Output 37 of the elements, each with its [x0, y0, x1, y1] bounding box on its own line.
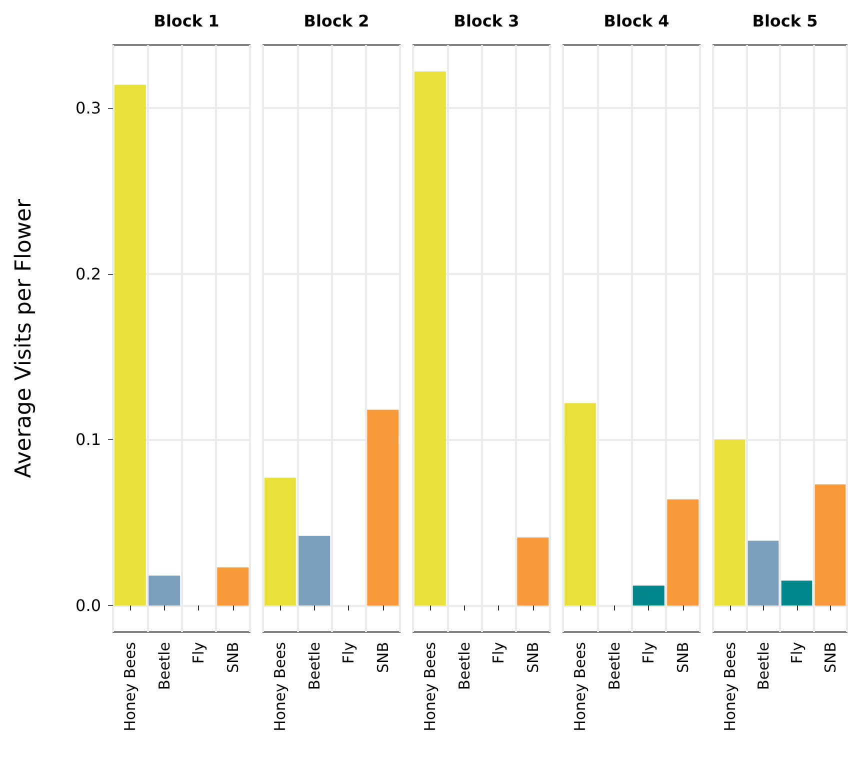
x-tick-label: Beetle	[605, 642, 624, 690]
bar	[148, 576, 180, 606]
y-axis-title: Average Visits per Flower	[12, 198, 36, 478]
x-tick-label: Fly	[340, 642, 358, 664]
x-tick-label: Honey Bees	[571, 642, 590, 732]
y-tick-label: 0.3	[76, 98, 101, 118]
x-tick-label: Honey Bees	[271, 642, 290, 732]
y-tick-label: 0.1	[76, 430, 101, 450]
x-tick-label: Fly	[788, 642, 806, 664]
x-tick-label: Beetle	[155, 642, 174, 690]
bar	[748, 540, 779, 606]
chart-title: Block 2	[304, 12, 370, 30]
bar	[814, 484, 846, 606]
y-tick-label: 0.0	[76, 596, 101, 615]
chart-title: Block 4	[604, 12, 670, 30]
chart-title: Block 1	[154, 12, 220, 30]
x-tick-label: Honey Bees	[121, 642, 140, 732]
x-tick-label: SNB	[674, 642, 692, 674]
x-tick-label: Beetle	[455, 642, 474, 690]
x-tick-label: Beetle	[305, 642, 324, 690]
x-tick-label: Fly	[640, 642, 658, 664]
bar	[217, 567, 249, 606]
x-tick-label: SNB	[224, 642, 242, 674]
x-tick-label: SNB	[374, 642, 392, 674]
bar	[714, 440, 746, 606]
x-tick-label: Honey Bees	[720, 642, 739, 732]
x-tick-label: SNB	[821, 642, 840, 674]
y-tick-label: 0.2	[76, 264, 101, 284]
x-tick-label: SNB	[524, 642, 542, 674]
x-tick-label: Fly	[490, 642, 508, 664]
x-tick-label: Honey Bees	[421, 642, 440, 732]
bar	[781, 580, 812, 606]
bar	[114, 84, 146, 606]
chart-title: Block 5	[752, 12, 818, 30]
x-tick-label: Beetle	[754, 642, 772, 690]
chart-title: Block 3	[454, 12, 520, 30]
x-tick-label: Fly	[190, 642, 208, 664]
